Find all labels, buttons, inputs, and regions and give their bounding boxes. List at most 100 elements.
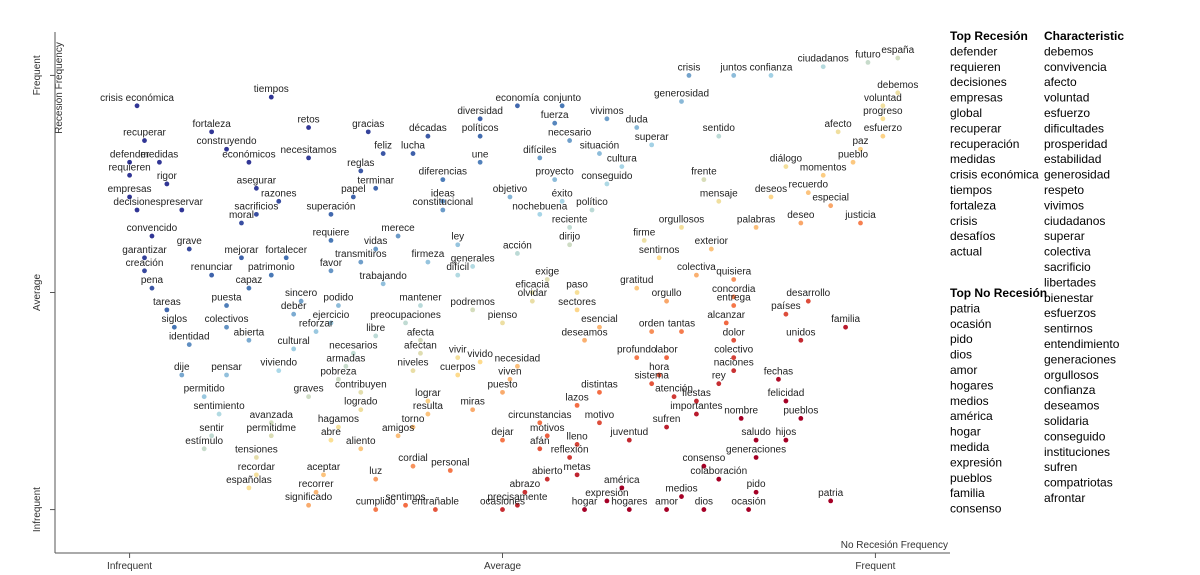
term-point	[224, 372, 229, 378]
term-point	[567, 224, 573, 230]
list-term: familia	[950, 486, 985, 500]
list-term: sufren	[1044, 460, 1077, 474]
term-label: hagamos	[318, 414, 359, 425]
term-point	[328, 211, 334, 217]
term-point	[507, 194, 513, 200]
term-point	[515, 251, 520, 256]
list-term: libertades	[1044, 275, 1096, 289]
term-label: viviendo	[260, 358, 297, 369]
y-axis-title: Recesión Frequency	[54, 42, 65, 134]
term-label: patria	[818, 488, 843, 499]
term-point	[515, 103, 520, 109]
term-label: reglas	[347, 158, 374, 169]
term-point	[209, 129, 215, 135]
term-label: puesta	[212, 293, 242, 304]
term-point	[828, 498, 834, 504]
term-point	[246, 485, 252, 491]
term-point	[574, 472, 580, 478]
y-tick-label: Average	[32, 274, 43, 312]
term-label: dirijo	[559, 232, 581, 243]
term-point	[253, 185, 259, 191]
term-point	[880, 133, 886, 139]
term-point	[567, 455, 573, 460]
term-label: pueblos	[783, 405, 818, 416]
term-label: hora	[649, 362, 669, 373]
term-label: éxito	[552, 188, 574, 199]
list-term: crisis económica	[950, 168, 1039, 182]
term-point	[477, 133, 483, 139]
term-point	[134, 103, 140, 109]
term-label: fuerza	[541, 110, 569, 121]
x-tick-label: Average	[484, 561, 522, 572]
term-label: colectivo	[714, 345, 753, 356]
term-point	[798, 416, 804, 421]
term-point	[589, 207, 595, 213]
term-label: sacrificios	[234, 201, 278, 212]
term-label: cordial	[398, 453, 427, 464]
term-point	[507, 376, 513, 382]
term-label: juntos	[719, 62, 747, 73]
list-term: hogar	[950, 425, 981, 439]
term-label: libre	[366, 323, 385, 334]
term-label: fiestas	[682, 388, 711, 399]
term-point	[268, 272, 274, 278]
list-term: global	[950, 106, 982, 120]
term-label: españolas	[226, 475, 272, 486]
term-label: patrimonio	[248, 262, 295, 273]
term-point	[477, 159, 483, 165]
term-point	[239, 220, 244, 226]
term-label: lograr	[415, 388, 441, 399]
term-point	[373, 333, 379, 339]
term-point	[298, 298, 304, 304]
term-label: reforzar	[299, 319, 334, 330]
list-term: compatriotas	[1044, 476, 1113, 490]
term-point	[574, 290, 580, 295]
term-label: conseguido	[581, 171, 633, 182]
term-point	[582, 337, 587, 343]
term-label: defender	[110, 149, 150, 160]
term-point	[425, 398, 431, 404]
term-label: difíciles	[523, 145, 556, 156]
term-point	[537, 446, 543, 452]
term-point	[515, 502, 520, 508]
term-point	[373, 185, 379, 191]
term-point	[418, 303, 423, 308]
term-label: trabajando	[360, 271, 408, 282]
term-label: grave	[177, 236, 202, 247]
list-term: crisis	[950, 214, 977, 228]
term-label: feliz	[374, 141, 392, 152]
term-point	[701, 507, 707, 512]
term-label: superación	[306, 201, 355, 212]
term-point	[134, 207, 140, 213]
term-label: acción	[503, 240, 532, 251]
term-label: precisamente	[487, 492, 547, 503]
term-point	[418, 337, 423, 343]
term-point	[306, 155, 311, 161]
term-label: economía	[495, 93, 539, 104]
term-label: podido	[323, 293, 353, 304]
term-point	[418, 350, 423, 356]
list-term: pido	[950, 332, 973, 346]
list-term: colectiva	[1044, 245, 1091, 259]
term-label: constitucional	[413, 197, 474, 208]
term-point	[828, 203, 834, 209]
list-term: respeto	[1044, 183, 1084, 197]
term-label: importantes	[670, 401, 722, 412]
term-point	[306, 394, 311, 400]
term-label: puesto	[487, 379, 517, 390]
term-label: fortalecer	[265, 245, 307, 256]
term-point	[597, 324, 602, 330]
term-point	[447, 468, 453, 473]
term-point	[455, 372, 461, 378]
term-point	[246, 285, 252, 291]
term-point	[380, 281, 386, 287]
term-point	[403, 502, 408, 508]
term-point	[597, 420, 602, 426]
term-label: deber	[281, 301, 307, 312]
term-label: paso	[566, 280, 588, 291]
term-label: sincero	[285, 288, 318, 299]
term-point	[858, 220, 863, 226]
term-label: nochebuena	[512, 201, 567, 212]
term-point	[626, 507, 632, 512]
term-label: eficacia	[515, 280, 549, 291]
